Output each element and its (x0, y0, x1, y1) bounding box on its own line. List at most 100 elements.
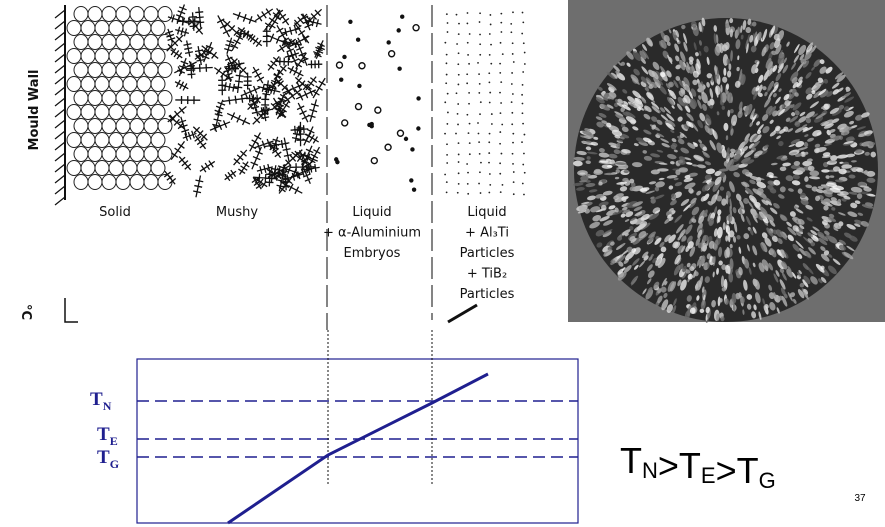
wall-label: Mould Wall (27, 70, 42, 151)
embryo (412, 187, 416, 191)
zone-label: Particles (460, 287, 515, 302)
grain (74, 119, 88, 134)
particle (513, 181, 515, 183)
particle (512, 163, 514, 165)
grain (144, 7, 158, 22)
grain (81, 133, 95, 148)
particle (500, 81, 502, 83)
particle (456, 92, 458, 94)
particle (478, 73, 480, 75)
grain (137, 21, 151, 36)
particle (524, 172, 526, 174)
particle (489, 33, 491, 35)
embryo (389, 51, 395, 57)
embryo (385, 144, 391, 150)
embryo (397, 67, 401, 71)
particle (479, 171, 481, 173)
particle (522, 71, 524, 73)
grain (158, 147, 172, 162)
particle (512, 53, 514, 55)
particle (511, 83, 513, 85)
embryo (413, 25, 419, 31)
particle (511, 112, 513, 114)
grain (74, 91, 88, 106)
hatch (55, 10, 65, 18)
grain (109, 49, 123, 64)
grain (88, 35, 102, 50)
dendrite (227, 112, 250, 125)
zone-label: + α-Aluminium (323, 226, 421, 241)
grain (116, 7, 130, 22)
particle (521, 33, 523, 35)
particle (447, 22, 449, 24)
particle (447, 31, 449, 33)
particle (447, 112, 449, 114)
grain (151, 77, 165, 92)
slide: Mould Wall °C TNTETG TN>TE>TG 37 SolidMu… (0, 0, 885, 527)
particle (446, 123, 448, 125)
grain-speck (724, 298, 728, 305)
grain (130, 119, 144, 134)
particle (458, 161, 460, 163)
particle (446, 191, 448, 193)
particle (488, 72, 490, 74)
dendrite (233, 12, 257, 24)
grain (88, 7, 102, 22)
particle (521, 141, 523, 143)
grain (88, 147, 102, 162)
hatch (55, 98, 65, 106)
particle (499, 143, 501, 145)
dendrite (217, 15, 230, 37)
zone-label: Liquid (352, 205, 391, 220)
grain (95, 49, 109, 64)
particle (479, 83, 481, 85)
particle (499, 92, 501, 94)
particle (469, 142, 471, 144)
symbol: T (97, 424, 110, 445)
dendrite (165, 29, 175, 43)
particle (455, 133, 457, 135)
particle (491, 123, 493, 125)
grain (123, 77, 137, 92)
hatch (55, 32, 65, 40)
particle (500, 13, 502, 15)
dendrite (168, 107, 187, 122)
grain (81, 161, 95, 176)
grain (81, 49, 95, 64)
embryo (367, 123, 371, 127)
dendrite (171, 141, 184, 159)
particle (456, 14, 458, 16)
grain (130, 91, 144, 106)
particle (457, 124, 459, 126)
dendrite (262, 80, 271, 98)
particle (458, 142, 460, 144)
grain (67, 161, 81, 176)
particle (522, 12, 524, 14)
grain (109, 105, 123, 120)
particle (489, 54, 491, 56)
grain (137, 49, 151, 64)
hatch (55, 175, 65, 183)
particle (523, 42, 525, 44)
dendrite (210, 120, 230, 132)
grain (144, 35, 158, 50)
symbol: T (679, 445, 701, 486)
particle (500, 112, 502, 114)
dendrite (308, 60, 322, 68)
particle (446, 74, 448, 76)
page-number: 37 (854, 493, 866, 504)
axis-fragment (448, 305, 477, 322)
grain (81, 105, 95, 120)
particle (458, 52, 460, 54)
embryo (339, 77, 343, 81)
particle (490, 44, 492, 46)
dendrite (252, 177, 263, 189)
grain (144, 119, 158, 134)
particle (480, 162, 482, 164)
dendrite (282, 138, 292, 162)
particle (522, 164, 524, 166)
particle (512, 11, 514, 13)
particle (491, 113, 493, 115)
particle (479, 54, 481, 56)
particle (488, 141, 490, 143)
